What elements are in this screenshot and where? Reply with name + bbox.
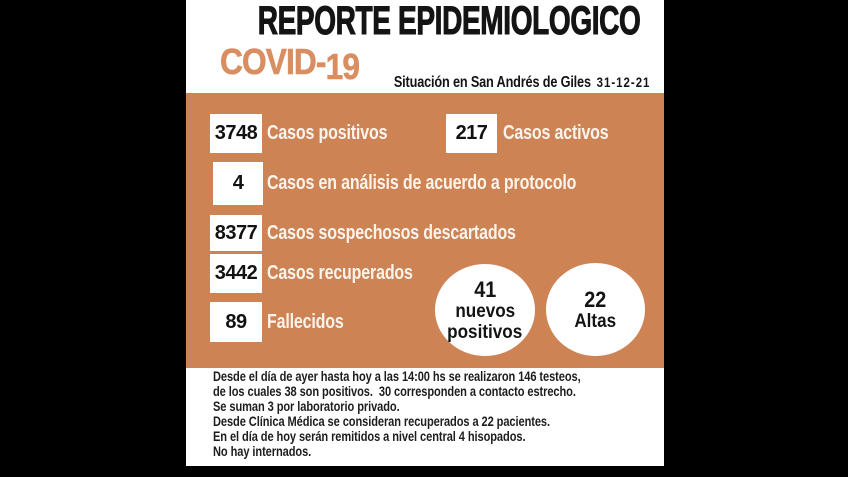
summary-line: En el día de hoy serán remitidos a nivel… [213, 429, 526, 445]
report-card: REPORTE EPIDEMIOLOGICO COVID-19 Situació… [186, 0, 664, 466]
badge-nuevos-positivos-label-2: positivos [447, 321, 523, 343]
badge-altas-value: 22 [584, 286, 607, 312]
stat-value-casos-en-analisis: 4 [213, 162, 263, 205]
report-title: REPORTE EPIDEMIOLOGICO [257, 0, 641, 43]
badge-nuevos-positivos: 41 nuevos positivos [435, 264, 535, 356]
report-date: 31-12-21 [596, 74, 651, 90]
covid-19-wordmark: COVID-19 [220, 41, 360, 85]
stat-label-casos-recuperados: Casos recuperados [267, 262, 413, 284]
badge-altas: 22 Altas [546, 263, 645, 356]
report-subtitle-block: Situación en San Andrés de Giles 31-12-21 [372, 56, 650, 110]
summary-paragraph: Desde el día de ayer hasta hoy a las 14:… [213, 369, 663, 460]
stat-label-casos-activos: Casos activos [503, 122, 609, 144]
summary-line: Desde el día de ayer hasta hoy a las 14:… [213, 369, 581, 384]
summary-line: No hay internados. [213, 444, 312, 460]
stats-panel: 3748 Casos positivos 217 Casos activos 4… [186, 93, 664, 368]
stat-label-casos-en-analisis: Casos en análisis de acuerdo a protocolo [267, 172, 577, 194]
badge-nuevos-positivos-value: 41 [473, 276, 497, 302]
stat-value-casos-recuperados: 3442 [210, 254, 262, 293]
covid-number: 19 [325, 46, 360, 87]
stat-label-casos-positivos: Casos positivos [267, 122, 388, 144]
stat-label-fallecidos: Fallecidos [267, 310, 344, 333]
stat-value-sospechosos-descartados: 8377 [210, 215, 262, 251]
stat-label-sospechosos-descartados: Casos sospechosos descartados [267, 221, 516, 244]
stat-value-casos-positivos: 3748 [210, 114, 262, 153]
badge-altas-label: Altas [574, 310, 617, 332]
summary-line: Se suman 3 por laboratorio privado. [213, 399, 400, 415]
summary-line: de los cuales 38 son positivos. 30 corre… [213, 384, 576, 400]
stat-value-fallecidos: 89 [210, 302, 262, 342]
covid-word: COVID- [220, 41, 327, 82]
stat-value-casos-activos: 217 [446, 114, 497, 153]
report-subtitle: Situación en San Andrés de Giles [393, 74, 591, 91]
summary-line: Desde Clínica Médica se consideran recup… [213, 414, 551, 430]
badge-nuevos-positivos-label-1: nuevos [455, 300, 515, 322]
